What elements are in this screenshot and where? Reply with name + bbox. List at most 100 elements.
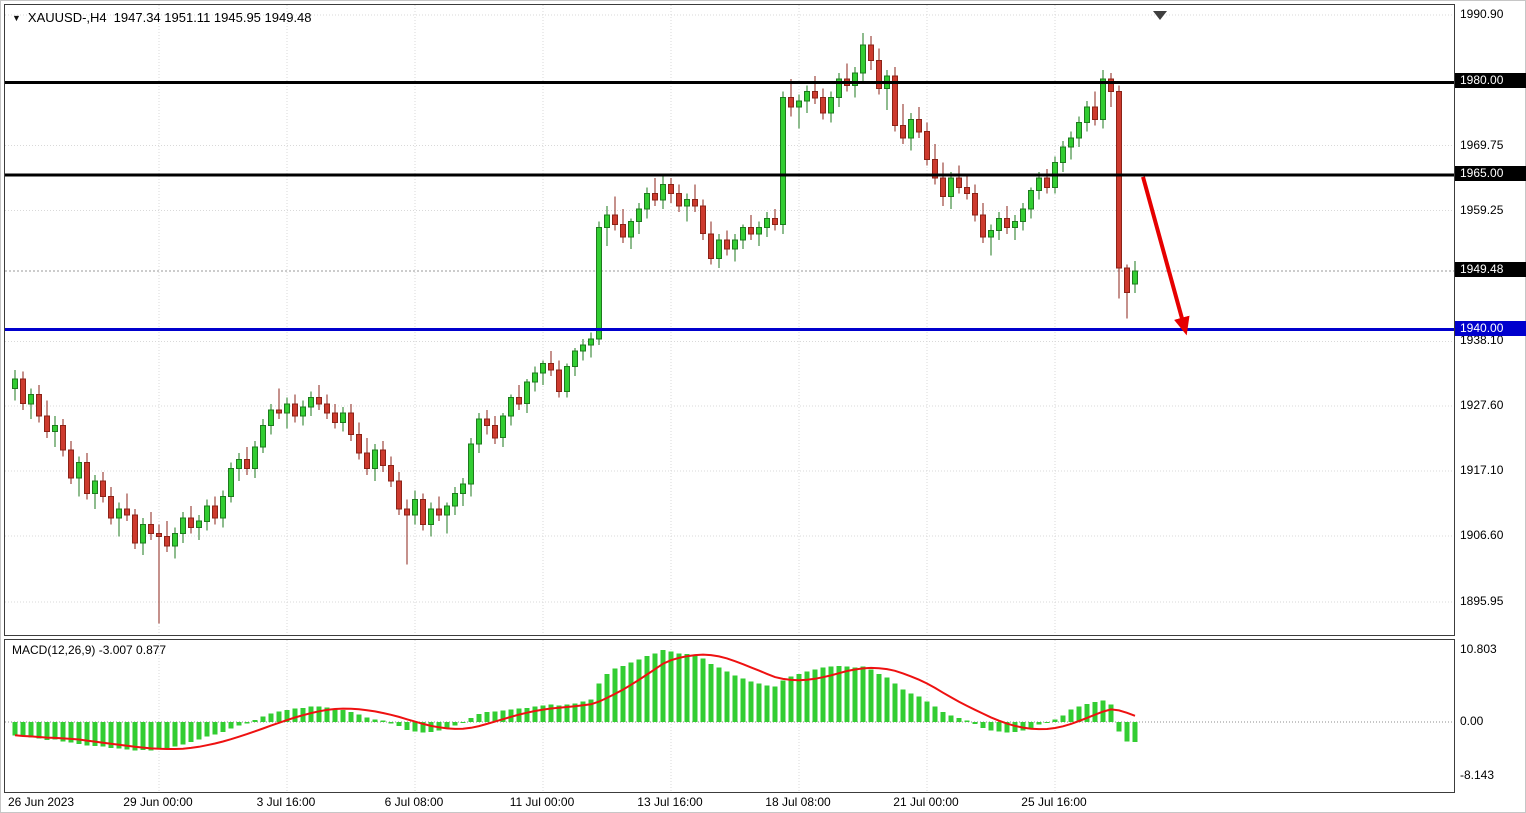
candle <box>900 103 906 145</box>
macd-histogram-bar <box>644 656 650 722</box>
macd-histogram-bar <box>76 722 82 744</box>
price-tag-1965-00: 1965.00 <box>1455 166 1526 181</box>
macd-histogram-bar <box>252 720 258 722</box>
candle <box>796 94 802 129</box>
macd-histogram-bar <box>1020 722 1026 731</box>
macd-histogram-bar <box>532 706 538 722</box>
candle <box>476 413 482 454</box>
candle <box>468 437 474 497</box>
macd-histogram-bar <box>228 722 234 729</box>
candle <box>380 440 386 472</box>
price-tag-1940-00: 1940.00 <box>1455 321 1526 336</box>
candle <box>988 224 994 256</box>
time-scale[interactable]: 26 Jun 2023 29 Jun 00:00 3 Jul 16:00 6 Jul … <box>4 794 1455 812</box>
time-label: 21 Jul 00:00 <box>893 795 959 809</box>
trend-arrow[interactable] <box>1141 176 1190 336</box>
macd-histogram-bar <box>1076 706 1082 722</box>
candle <box>356 422 362 460</box>
macd-histogram-bar <box>68 722 74 743</box>
macd-histogram-bar <box>340 710 346 722</box>
candle <box>1060 141 1066 172</box>
macd-histogram-bar <box>476 714 482 722</box>
price-tick-label: 1906.60 <box>1460 528 1504 542</box>
candle <box>996 212 1002 240</box>
candle <box>564 363 570 398</box>
macd-histogram-bar <box>12 722 18 736</box>
macd-histogram-bar <box>204 722 210 737</box>
macd-histogram-bar <box>284 710 290 722</box>
candle <box>668 178 674 203</box>
candle <box>580 338 586 361</box>
macd-histogram-bar <box>900 689 906 722</box>
candle <box>236 453 242 482</box>
candle <box>340 406 346 432</box>
macd-histogram-bar <box>948 715 954 722</box>
macd-signal-line <box>14 653 1136 750</box>
macd-histogram-bar <box>108 722 114 748</box>
macd-histogram-bar <box>1132 722 1138 742</box>
candle <box>292 394 298 423</box>
macd-histogram-bar <box>52 722 58 740</box>
macd-histogram-bar <box>452 722 458 726</box>
candle <box>724 230 730 256</box>
macd-histogram-bar <box>1004 722 1010 733</box>
macd-histogram-bar <box>628 662 634 722</box>
macd-histogram-bar <box>692 655 698 722</box>
macd-histogram-bar <box>820 667 826 722</box>
macd-scale-label: 10.803 <box>1460 642 1497 656</box>
macd-histogram-bar <box>868 669 874 722</box>
candle <box>732 233 738 262</box>
candle <box>556 360 562 398</box>
candle <box>700 199 706 240</box>
candle <box>676 184 682 213</box>
macd-histogram-bar <box>740 678 746 722</box>
candle <box>748 215 754 240</box>
candle <box>964 175 970 200</box>
macd-histogram-bar <box>460 722 466 723</box>
candle <box>684 193 690 222</box>
candle <box>188 505 194 534</box>
macd-histogram-bar <box>1044 722 1050 723</box>
macd-histogram-bar <box>148 722 154 751</box>
macd-panel[interactable]: MACD(12,26,9) -3.007 0.877 <box>4 639 1455 793</box>
candle <box>932 144 938 185</box>
macd-histogram-bar <box>420 722 426 733</box>
candle <box>252 440 258 478</box>
candle <box>180 512 186 543</box>
macd-histogram-bar <box>60 722 66 742</box>
chart-shift-marker-icon[interactable] <box>1153 11 1167 20</box>
candle <box>948 171 954 209</box>
macd-histogram-bar <box>1036 722 1042 725</box>
candle <box>68 440 74 485</box>
candle <box>508 394 514 426</box>
macd-histogram-bar <box>988 722 994 731</box>
macd-histogram-bar <box>316 706 322 722</box>
candle <box>1132 260 1138 293</box>
candle <box>916 107 922 138</box>
time-label: 29 Jun 00:00 <box>123 795 193 809</box>
candle <box>876 48 882 95</box>
candle <box>156 524 162 624</box>
macd-histogram-bar <box>588 699 594 722</box>
candle <box>260 419 266 454</box>
candle <box>1092 91 1098 126</box>
one-click-trading-arrow-icon[interactable]: ▼ <box>12 12 21 23</box>
macd-histogram-bar <box>812 669 818 722</box>
candle <box>332 403 338 429</box>
macd-histogram-bar <box>972 722 978 724</box>
main-chart-panel[interactable]: ▼ XAUUSD-,H4 1947.34 1951.11 1945.95 194… <box>4 4 1455 636</box>
macd-histogram-bar <box>404 722 410 730</box>
candle <box>92 474 98 509</box>
time-label: 3 Jul 16:00 <box>256 795 316 809</box>
macd-histogram-bar <box>492 711 498 722</box>
macd-histogram-bar <box>908 693 914 722</box>
macd-indicator-label: MACD(12,26,9) -3.007 0.877 <box>12 643 167 657</box>
candle <box>220 490 226 528</box>
price-scale[interactable]: 1990.90 1969.75 1959.25 1938.10 1927.60 1917.… <box>1455 0 1526 813</box>
candle <box>44 400 50 438</box>
macd-histogram-bar <box>580 701 586 722</box>
price-tick-label: 1959.25 <box>1460 203 1504 217</box>
candle <box>780 91 786 234</box>
macd-histogram-bar <box>324 707 330 722</box>
